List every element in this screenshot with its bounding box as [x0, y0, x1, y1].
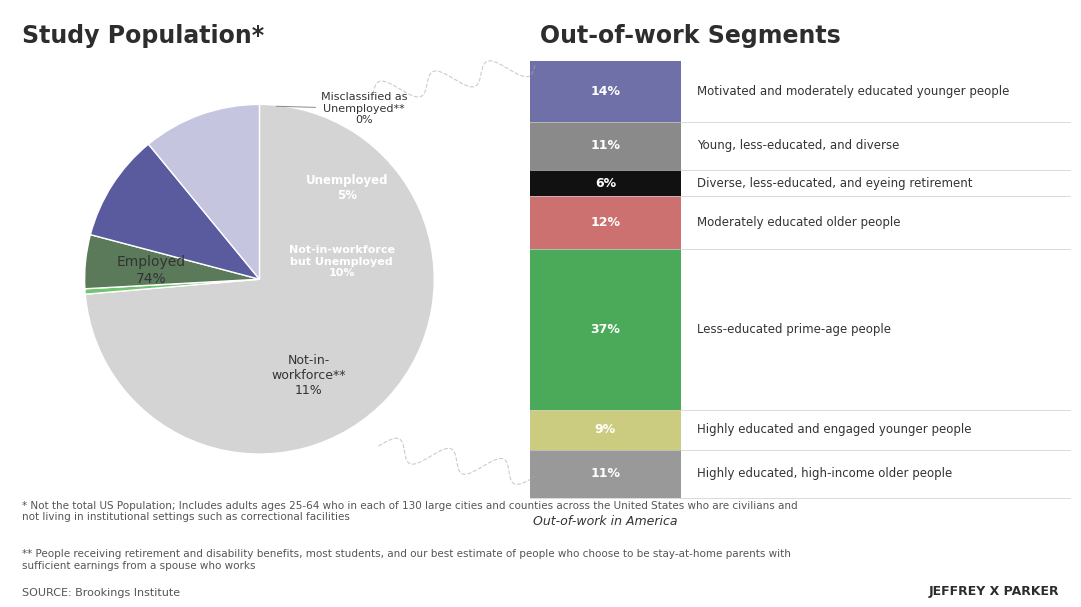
- Wedge shape: [91, 144, 259, 279]
- Text: ** People receiving retirement and disability benefits, most students, and our b: ** People receiving retirement and disab…: [22, 549, 790, 571]
- Bar: [530, 196, 681, 249]
- Text: SOURCE: Brookings Institute: SOURCE: Brookings Institute: [22, 588, 179, 598]
- Text: Unemployed
5%: Unemployed 5%: [306, 174, 388, 202]
- Bar: [530, 61, 681, 122]
- Bar: [530, 170, 681, 196]
- Wedge shape: [85, 279, 259, 294]
- Bar: [530, 410, 681, 450]
- Wedge shape: [85, 104, 435, 454]
- Text: 6%: 6%: [595, 177, 616, 189]
- Bar: [530, 122, 681, 170]
- Text: 37%: 37%: [590, 323, 620, 336]
- Text: 11%: 11%: [590, 140, 620, 152]
- Text: Not-in-workforce
but Unemployed
10%: Not-in-workforce but Unemployed 10%: [289, 245, 395, 279]
- Text: * Not the total US Population; Includes adults ages 25-64 who in each of 130 lar: * Not the total US Population; Includes …: [22, 501, 798, 523]
- Text: Not-in-
workforce**
11%: Not-in- workforce** 11%: [271, 354, 346, 397]
- Wedge shape: [84, 235, 259, 289]
- Text: Moderately educated older people: Moderately educated older people: [697, 216, 900, 229]
- Text: Diverse, less-educated, and eyeing retirement: Diverse, less-educated, and eyeing retir…: [697, 177, 973, 189]
- Text: Employed
74%: Employed 74%: [117, 256, 186, 285]
- Text: JEFFREY X PARKER: JEFFREY X PARKER: [929, 585, 1059, 598]
- Wedge shape: [148, 104, 259, 279]
- Bar: [530, 450, 681, 498]
- Text: Highly educated and engaged younger people: Highly educated and engaged younger peop…: [697, 424, 972, 436]
- Text: Out-of-work in America: Out-of-work in America: [533, 515, 678, 528]
- Text: 12%: 12%: [590, 216, 620, 229]
- Bar: [530, 249, 681, 410]
- Text: Out-of-work Segments: Out-of-work Segments: [540, 24, 841, 49]
- Text: 9%: 9%: [595, 424, 616, 436]
- Text: Study Population*: Study Population*: [22, 24, 264, 49]
- Text: 14%: 14%: [590, 85, 620, 98]
- Text: Motivated and moderately educated younger people: Motivated and moderately educated younge…: [697, 85, 1010, 98]
- Text: Misclassified as
Unemployed**
0%: Misclassified as Unemployed** 0%: [277, 92, 408, 126]
- Text: 11%: 11%: [590, 467, 620, 480]
- Text: Highly educated, high-income older people: Highly educated, high-income older peopl…: [697, 467, 952, 480]
- Text: Young, less-educated, and diverse: Young, less-educated, and diverse: [697, 140, 899, 152]
- Text: Less-educated prime-age people: Less-educated prime-age people: [697, 323, 891, 336]
